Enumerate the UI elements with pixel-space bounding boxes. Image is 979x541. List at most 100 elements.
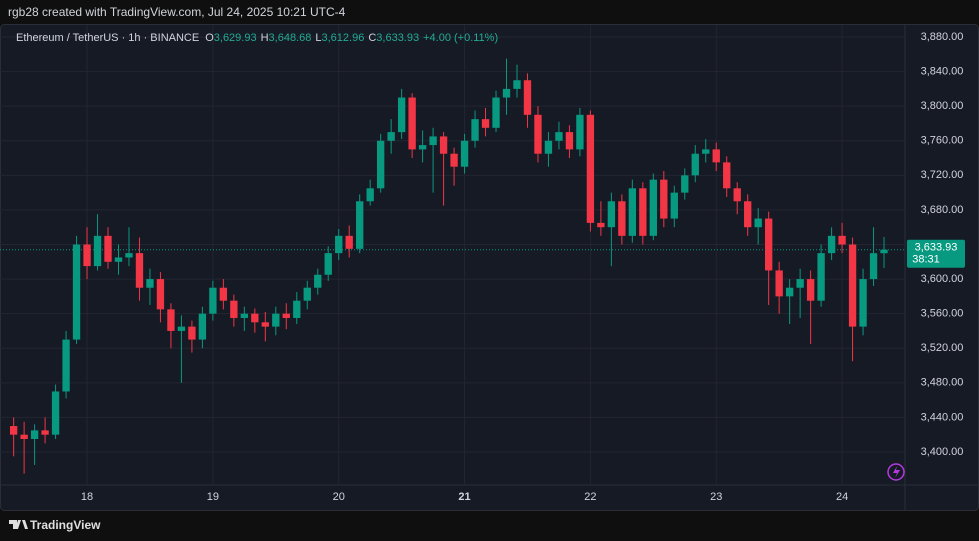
legend-value: 3,629.93 [214, 32, 257, 44]
candle-body [618, 201, 626, 236]
candle-body [597, 222, 605, 228]
candle-body [62, 339, 70, 392]
credit: rgb28 created with TradingView.com, Jul … [8, 5, 346, 19]
candle-body [544, 140, 553, 154]
candle-body [576, 114, 584, 150]
legend-value: 3,612.96 [322, 32, 365, 44]
candle-body [502, 88, 511, 98]
candle-body [251, 313, 259, 323]
candle-body [429, 136, 437, 146]
legend-key: O [205, 32, 214, 44]
candle-body [230, 300, 238, 318]
candle-body [681, 175, 689, 193]
y-tick-label: 3,520.00 [921, 342, 964, 354]
candle-body [125, 253, 133, 258]
candle-body [628, 188, 637, 236]
y-tick-label: 3,440.00 [921, 411, 964, 423]
countdown: 38:31 [912, 254, 940, 266]
panel [0, 24, 979, 511]
y-tick-label: 3,680.00 [921, 204, 964, 216]
candle-body [775, 270, 783, 297]
candle-body [754, 218, 762, 228]
y-tick-label: 3,560.00 [921, 308, 964, 320]
candle-body [240, 313, 249, 318]
y-tick-label: 3,600.00 [921, 273, 964, 285]
candle-body [492, 97, 500, 128]
candle-body [848, 244, 857, 327]
candle-body [366, 188, 374, 202]
candle-body [670, 192, 678, 219]
candle-body [460, 140, 469, 167]
candle-body [376, 140, 385, 189]
candle-body [796, 279, 804, 288]
x-tick-label: 24 [836, 491, 848, 503]
candles [9, 58, 888, 474]
y-tick-label: 3,760.00 [921, 135, 964, 147]
candle-body [450, 153, 458, 167]
candle-body [765, 218, 773, 271]
x-tick-label: 21 [458, 491, 470, 503]
candle-body [83, 244, 91, 267]
candle-body [51, 391, 60, 435]
candle-body [72, 244, 81, 340]
candle-body [282, 313, 290, 318]
candle-body [523, 80, 532, 115]
candle-body [9, 426, 18, 435]
candle-body [324, 253, 332, 275]
x-tick-label: 18 [81, 491, 93, 503]
candle-body [272, 313, 280, 327]
legend-value: 3,633.93 [376, 32, 419, 44]
candle-body [135, 253, 144, 288]
candle-body [723, 162, 731, 189]
candle-body [167, 309, 175, 331]
candle-body [30, 430, 39, 440]
candle-body [20, 434, 28, 440]
candle-body [513, 80, 521, 89]
candle-body [397, 97, 406, 133]
candle-body [356, 201, 364, 249]
candle-body [146, 279, 154, 288]
candle-body [880, 249, 888, 254]
candle-body [702, 149, 710, 154]
candle-body [691, 153, 699, 176]
x-tick-label: 23 [710, 491, 722, 503]
candle-body [408, 97, 416, 150]
x-tick-label: 22 [584, 491, 596, 503]
candle-body [209, 287, 217, 314]
y-tick-label: 3,800.00 [921, 100, 964, 112]
candle-body [712, 149, 720, 163]
x-tick-label: 20 [333, 491, 345, 503]
candle-body [471, 119, 479, 141]
candle-body [41, 430, 49, 435]
brand-logo [9, 520, 28, 529]
candle-body [838, 235, 846, 245]
legend-key: C [368, 32, 376, 44]
candle-body [859, 279, 867, 327]
candle-body [177, 326, 186, 331]
candle-body [481, 119, 490, 128]
candle-body [827, 235, 836, 254]
candle-body [639, 188, 647, 236]
alert-bolt [893, 466, 900, 478]
candle-body [261, 322, 269, 327]
candle-body [293, 300, 301, 318]
candle-body [660, 179, 668, 219]
candle-body [649, 179, 657, 236]
candle-body [817, 253, 825, 301]
candle-body [303, 287, 311, 301]
candle-body [534, 114, 542, 154]
candle-body [219, 287, 228, 301]
legend-key: H [261, 32, 269, 44]
candle-body [418, 145, 427, 150]
legend-value: 3,648.68 [269, 32, 312, 44]
candle-body [565, 132, 574, 150]
candle-body [586, 114, 595, 223]
candle-body [114, 257, 123, 262]
y-tick-label: 3,840.00 [921, 66, 964, 78]
symbol: Ethereum / TetherUS · 1h · BINANCE [16, 32, 199, 44]
candle-body [733, 188, 741, 202]
labels: 3,400.00 3,440.00 3,480.00 3,520.00 3,560.00… [81, 31, 965, 503]
candle-body [104, 235, 112, 262]
alert-icon[interactable] [887, 463, 905, 481]
x-tick-label: 19 [207, 491, 219, 503]
